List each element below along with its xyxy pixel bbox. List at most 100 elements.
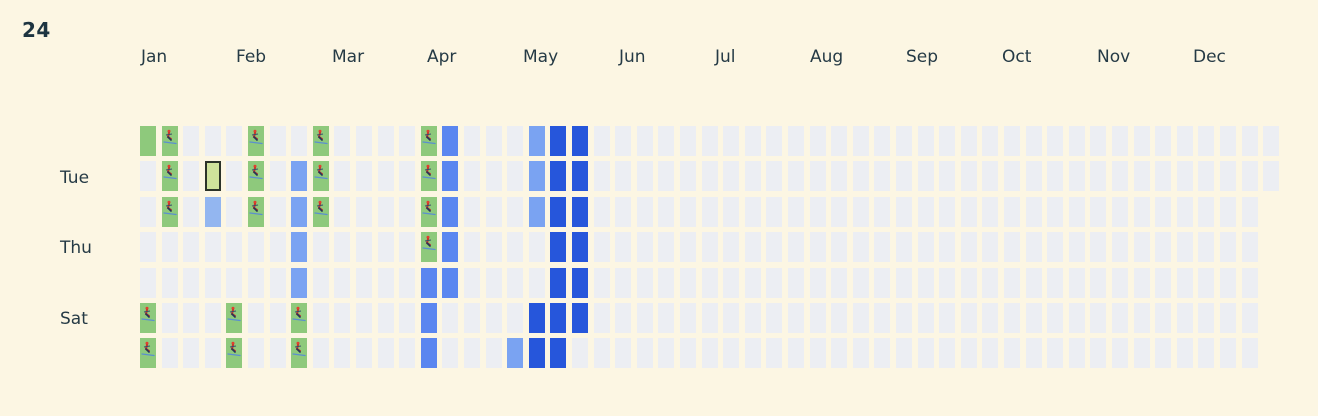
day-cell[interactable] (248, 267, 264, 298)
day-cell[interactable] (939, 338, 956, 369)
day-cell[interactable] (831, 303, 848, 333)
day-cell[interactable] (377, 126, 394, 156)
day-cell[interactable] (723, 303, 740, 333)
day-cell[interactable] (960, 232, 977, 263)
day-cell[interactable] (896, 161, 912, 192)
day-cell[interactable] (1068, 232, 1085, 263)
day-cell[interactable] (896, 303, 912, 333)
day-cell[interactable] (1198, 232, 1215, 263)
day-cell[interactable] (507, 338, 524, 369)
day-cell-selected[interactable] (204, 161, 221, 192)
day-cell[interactable] (1112, 196, 1128, 227)
day-cell[interactable] (377, 338, 394, 369)
day-cell[interactable] (680, 303, 696, 333)
day-cell[interactable] (1025, 267, 1042, 298)
day-cell[interactable] (291, 303, 308, 333)
day-cell[interactable] (356, 267, 372, 298)
day-cell[interactable] (1004, 232, 1020, 263)
day-cell[interactable] (701, 196, 718, 227)
day-cell[interactable] (442, 303, 459, 333)
day-cell[interactable] (593, 338, 610, 369)
day-cell[interactable] (896, 196, 912, 227)
day-cell[interactable] (852, 126, 869, 156)
day-cell[interactable] (960, 303, 977, 333)
day-cell[interactable] (226, 303, 243, 333)
day-cell[interactable] (874, 196, 891, 227)
day-cell[interactable] (420, 196, 437, 227)
day-cell[interactable] (766, 161, 783, 192)
day-cell[interactable] (723, 232, 740, 263)
day-cell[interactable] (161, 196, 178, 227)
day-cell[interactable] (291, 232, 308, 263)
day-cell[interactable] (248, 303, 264, 333)
day-cell[interactable] (572, 303, 588, 333)
day-cell[interactable] (744, 196, 761, 227)
day-cell[interactable] (788, 196, 804, 227)
day-cell[interactable] (464, 161, 480, 192)
day-cell[interactable] (615, 161, 632, 192)
day-cell[interactable] (420, 338, 437, 369)
day-cell[interactable] (917, 303, 934, 333)
day-cell[interactable] (1025, 303, 1042, 333)
day-cell[interactable] (1025, 196, 1042, 227)
day-cell[interactable] (874, 303, 891, 333)
day-cell[interactable] (982, 232, 999, 263)
day-cell[interactable] (485, 126, 502, 156)
day-cell[interactable] (485, 196, 502, 227)
day-cell[interactable] (874, 267, 891, 298)
day-cell[interactable] (1047, 232, 1064, 263)
day-cell[interactable] (1068, 161, 1085, 192)
day-cell[interactable] (528, 126, 545, 156)
day-cell[interactable] (874, 338, 891, 369)
day-cell[interactable] (1004, 196, 1020, 227)
day-cell[interactable] (399, 161, 416, 192)
day-cell[interactable] (939, 196, 956, 227)
day-cell[interactable] (852, 196, 869, 227)
day-cell[interactable] (1198, 303, 1215, 333)
day-cell[interactable] (939, 267, 956, 298)
day-cell[interactable] (420, 126, 437, 156)
day-cell[interactable] (896, 232, 912, 263)
day-cell[interactable] (636, 267, 653, 298)
day-cell[interactable] (312, 196, 329, 227)
day-cell[interactable] (636, 338, 653, 369)
day-cell[interactable] (788, 126, 804, 156)
day-cell[interactable] (593, 196, 610, 227)
day-cell[interactable] (356, 161, 372, 192)
day-cell[interactable] (680, 267, 696, 298)
day-cell[interactable] (442, 338, 459, 369)
day-cell[interactable] (464, 232, 480, 263)
day-cell[interactable] (399, 303, 416, 333)
day-cell[interactable] (1176, 161, 1193, 192)
day-cell[interactable] (788, 161, 804, 192)
day-cell[interactable] (1241, 303, 1258, 333)
day-cell[interactable] (226, 196, 243, 227)
day-cell[interactable] (680, 232, 696, 263)
day-cell[interactable] (334, 161, 351, 192)
day-cell[interactable] (464, 338, 480, 369)
day-cell[interactable] (442, 196, 459, 227)
day-cell[interactable] (615, 267, 632, 298)
day-cell[interactable] (528, 161, 545, 192)
day-cell[interactable] (744, 232, 761, 263)
day-cell[interactable] (615, 303, 632, 333)
day-cell[interactable] (291, 161, 308, 192)
day-cell[interactable] (788, 267, 804, 298)
day-cell[interactable] (1155, 338, 1172, 369)
day-cell[interactable] (896, 267, 912, 298)
day-cell[interactable] (766, 267, 783, 298)
day-cell[interactable] (701, 267, 718, 298)
day-cell[interactable] (1198, 338, 1215, 369)
day-cell[interactable] (809, 303, 826, 333)
day-cell[interactable] (183, 267, 200, 298)
day-cell[interactable] (1047, 126, 1064, 156)
day-cell[interactable] (442, 267, 459, 298)
day-cell[interactable] (917, 196, 934, 227)
day-cell[interactable] (550, 161, 567, 192)
day-cell[interactable] (572, 232, 588, 263)
day-cell[interactable] (896, 338, 912, 369)
day-cell[interactable] (269, 232, 286, 263)
day-cell[interactable] (1090, 338, 1107, 369)
day-cell[interactable] (312, 303, 329, 333)
day-cell[interactable] (140, 303, 156, 333)
